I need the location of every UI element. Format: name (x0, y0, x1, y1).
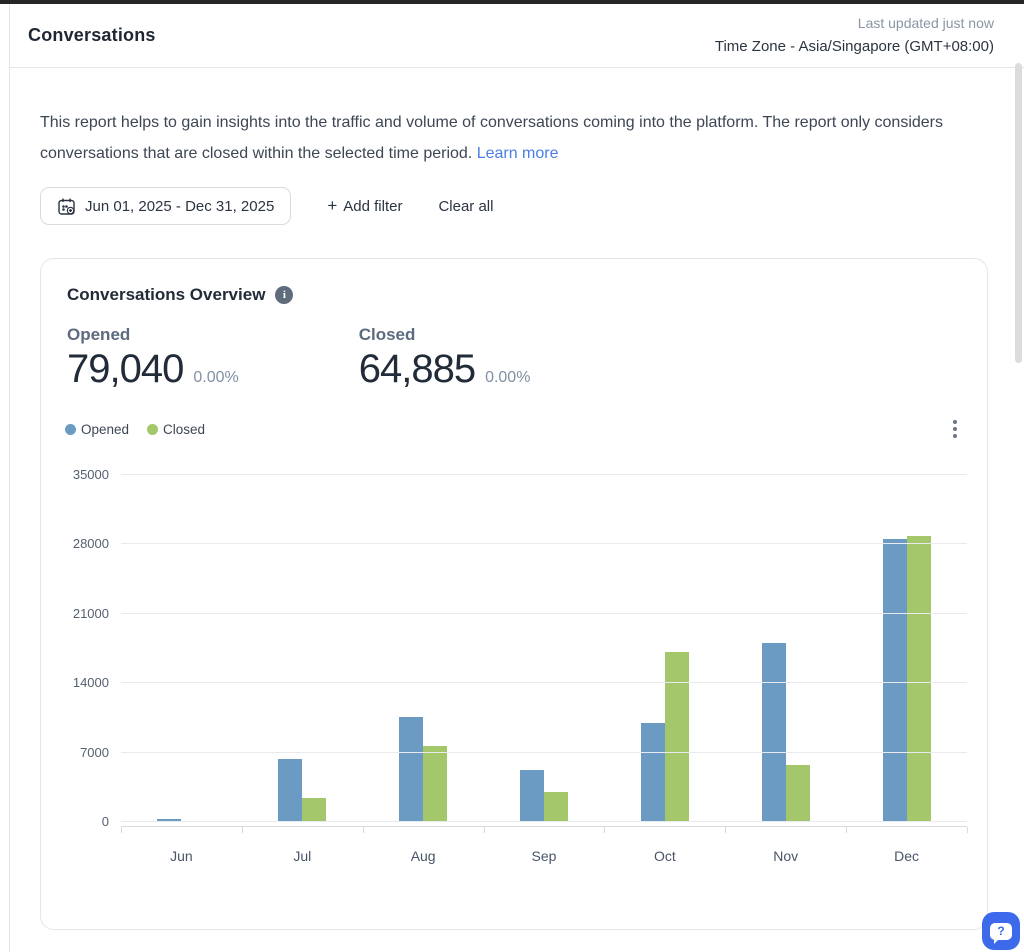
chart-y-axis: 0 7000 14000 21000 28000 35000 (41, 467, 109, 829)
bar-group-jun (121, 474, 242, 821)
scrollbar-thumb[interactable] (1015, 63, 1022, 363)
panel-left-border (9, 4, 10, 952)
x-tick-label: Dec (894, 848, 920, 864)
last-updated-text: Last updated just now (857, 15, 994, 32)
stat-closed-delta: 0.00% (485, 369, 531, 386)
bar-group-nov (725, 474, 846, 821)
clear-all-button[interactable]: Clear all (438, 198, 493, 215)
y-tick-label: 35000 (72, 467, 109, 482)
bar-closed-dec (906, 535, 931, 821)
chart-x-labels: Jun Jul Aug Sep Oct Nov Dec (121, 848, 967, 864)
bar-closed-sep (544, 792, 568, 821)
bar-closed-nov (785, 764, 810, 821)
report-content: This report helps to gain insights into … (10, 69, 1024, 952)
x-tick-label: Sep (531, 848, 557, 864)
clear-all-label: Clear all (438, 197, 494, 215)
stat-opened: Opened 79,040 0.00% (67, 325, 239, 392)
y-tick-label: 28000 (72, 536, 109, 552)
x-tick-label: Nov (773, 848, 799, 864)
bar-opened-jun (157, 818, 182, 821)
conversations-overview-card: Conversations Overview i Opened 79,040 0… (40, 258, 988, 930)
help-question-mark: ? (997, 924, 1005, 938)
page-header: Conversations Last updated just now Time… (10, 4, 1024, 68)
date-range-label: Jun 01, 2025 - Dec 31, 2025 (85, 197, 275, 215)
stats-row: Opened 79,040 0.00% Closed 64,885 0.00% (41, 305, 987, 392)
chart-menu-kebab-icon[interactable] (949, 416, 961, 442)
bar-opened-jul (278, 758, 303, 821)
y-tick-label: 0 (101, 814, 109, 829)
x-tick-label: Jun (170, 848, 193, 864)
legend-row: Opened Closed (41, 392, 987, 442)
legend-dot-closed (147, 423, 159, 435)
bar-group-dec (846, 474, 967, 821)
x-tick-label: Aug (410, 848, 436, 864)
bar-chart: 0 7000 14000 21000 28000 35000 Jun Jul Aug Sep Oc… (41, 452, 987, 872)
stat-closed-value: 64,885 (358, 347, 476, 391)
bar-opened-sep (520, 769, 544, 821)
learn-more-link[interactable]: Learn more (476, 145, 559, 162)
x-tick-label: Oct (653, 848, 676, 864)
card-title-row: Conversations Overview i (41, 259, 987, 305)
stat-opened-label: Opened (67, 325, 131, 344)
info-icon[interactable]: i (275, 286, 294, 304)
stat-closed: Closed 64,885 0.00% (359, 325, 531, 392)
page-title: Conversations (28, 25, 156, 45)
bar-closed-oct (664, 652, 689, 821)
plus-icon: + (327, 196, 338, 215)
chart-bars (121, 474, 967, 821)
chart-x-axis (121, 826, 968, 833)
bar-opened-oct (640, 723, 665, 821)
add-filter-label: Add filter (343, 197, 403, 215)
stat-opened-delta: 0.00% (193, 369, 239, 386)
bar-closed-jul (302, 798, 327, 821)
filter-bar: Jun 01, 2025 - Dec 31, 2025 + Add filter… (40, 187, 493, 225)
bar-opened-aug (399, 717, 424, 821)
legend-item-closed[interactable]: Closed (147, 422, 205, 437)
legend-label-opened: Opened (81, 421, 130, 437)
y-tick-label: 7000 (80, 744, 109, 760)
calendar-icon (57, 197, 76, 216)
chart-plot (121, 474, 967, 822)
add-filter-button[interactable]: + Add filter (327, 196, 402, 216)
bar-opened-dec (882, 538, 907, 821)
bar-group-sep (484, 474, 605, 821)
window-top-edge (0, 0, 1024, 4)
bar-group-aug (363, 474, 484, 821)
legend-dot-opened (65, 423, 76, 435)
date-range-picker[interactable]: Jun 01, 2025 - Dec 31, 2025 (40, 187, 292, 225)
stat-closed-label: Closed (358, 325, 416, 344)
y-tick-label: 21000 (72, 605, 109, 621)
bar-opened-nov (761, 642, 786, 821)
bar-group-jul (242, 474, 363, 821)
help-chat-bubble-icon: ? (990, 922, 1012, 944)
help-button[interactable]: ? (982, 912, 1020, 950)
header-meta: Last updated just now Time Zone - Asia/S… (715, 13, 994, 58)
x-tick-label: Jul (293, 848, 312, 864)
stat-opened-value: 79,040 (67, 347, 184, 391)
bar-group-oct (604, 474, 725, 821)
bar-closed-aug (423, 745, 448, 821)
timezone-text: Time Zone - Asia/Singapore (GMT+08:00) (714, 37, 994, 55)
y-tick-label: 14000 (72, 675, 109, 691)
report-description: This report helps to gain insights into … (40, 114, 943, 162)
legend-label-closed: Closed (163, 421, 206, 437)
legend-item-opened[interactable]: Opened (65, 422, 129, 437)
card-title: Conversations Overview (67, 285, 266, 304)
